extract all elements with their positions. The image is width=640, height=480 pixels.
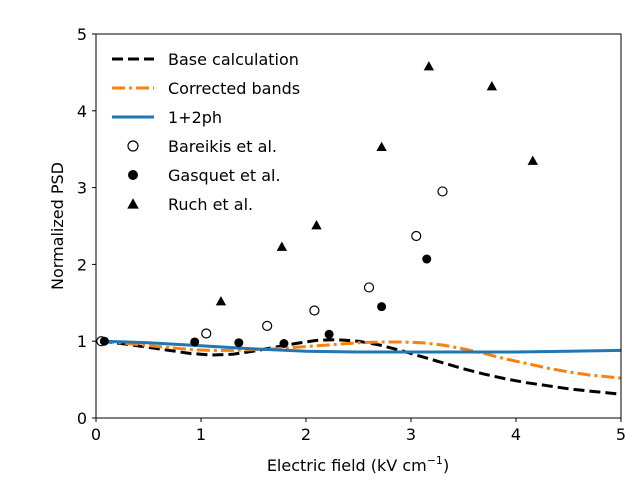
y-tick-label: 4 bbox=[77, 102, 87, 121]
data-point-gasquet-et-al bbox=[190, 337, 200, 347]
data-point-ruch-et-al bbox=[423, 61, 435, 71]
data-point-gasquet-et-al bbox=[324, 329, 334, 339]
legend-label-1-2ph: 1+2ph bbox=[168, 108, 222, 127]
data-point-gasquet-et-al bbox=[279, 339, 289, 349]
y-axis-label: Normalized PSD bbox=[48, 162, 67, 290]
legend: Base calculation Corrected bands 1+2ph Bare… bbox=[112, 50, 300, 214]
data-point-gasquet-et-al bbox=[377, 302, 387, 312]
data-point-gasquet-et-al bbox=[99, 336, 109, 346]
plot-frame bbox=[95, 33, 622, 419]
legend-label-corrected-bands: Corrected bands bbox=[168, 79, 300, 98]
data-point-ruch-et-al bbox=[376, 141, 387, 152]
data-point-ruch-et-al bbox=[527, 155, 538, 165]
x-tick-label: 0 bbox=[91, 425, 101, 444]
data-point-gasquet-et-al bbox=[422, 254, 432, 264]
y-tick-label: 3 bbox=[77, 179, 87, 198]
data-point-bareikis-et-al bbox=[262, 320, 273, 331]
data-point-gasquet-et-al bbox=[234, 338, 244, 348]
x-tick-label: 2 bbox=[301, 425, 311, 444]
legend-marker-bareikis-et-al bbox=[127, 140, 139, 152]
y-tick-label: 0 bbox=[77, 409, 87, 428]
legend-label-gasquet-et-al: Gasquet et al. bbox=[168, 166, 281, 185]
series-line-corrected-bands bbox=[101, 339, 621, 380]
x-axis-label-close: ) bbox=[443, 456, 449, 475]
data-point-bareikis-et-al bbox=[411, 230, 422, 242]
x-axis-label: Electric field (kV cm−1) bbox=[267, 454, 449, 475]
y-tick-label: 2 bbox=[77, 255, 87, 274]
data-point-bareikis-et-al bbox=[309, 305, 320, 316]
x-tick-label: 4 bbox=[511, 425, 521, 444]
axes-layer: 0 1 2 3 4 5 0 1 2 3 4 5 bbox=[77, 25, 626, 444]
data-point-ruch-et-al bbox=[311, 220, 322, 230]
x-tick-label: 5 bbox=[616, 425, 626, 444]
x-axis-label-superscript: −1 bbox=[427, 454, 443, 467]
x-tick-label: 1 bbox=[196, 425, 206, 444]
series-layer bbox=[96, 61, 621, 396]
legend-label-base-calculation: Base calculation bbox=[168, 50, 299, 69]
series-line-1-2ph bbox=[101, 339, 621, 354]
data-point-bareikis-et-al bbox=[363, 282, 375, 293]
y-tick-label: 1 bbox=[77, 332, 87, 351]
legend-marker-gasquet-et-al bbox=[128, 170, 138, 180]
x-tick-label: 3 bbox=[406, 425, 416, 444]
data-point-ruch-et-al bbox=[276, 241, 288, 251]
data-point-ruch-et-al bbox=[486, 81, 498, 91]
y-tick-label: 5 bbox=[77, 25, 87, 44]
data-point-ruch-et-al bbox=[215, 296, 227, 306]
series-line-base-calculation bbox=[101, 338, 621, 396]
legend-label-bareikis-et-al: Bareikis et al. bbox=[168, 137, 277, 156]
data-point-bareikis-et-al bbox=[437, 186, 448, 197]
legend-marker-ruch-et-al bbox=[127, 198, 139, 209]
legend-label-ruch-et-al: Ruch et al. bbox=[168, 195, 253, 214]
data-point-bareikis-et-al bbox=[201, 328, 212, 339]
